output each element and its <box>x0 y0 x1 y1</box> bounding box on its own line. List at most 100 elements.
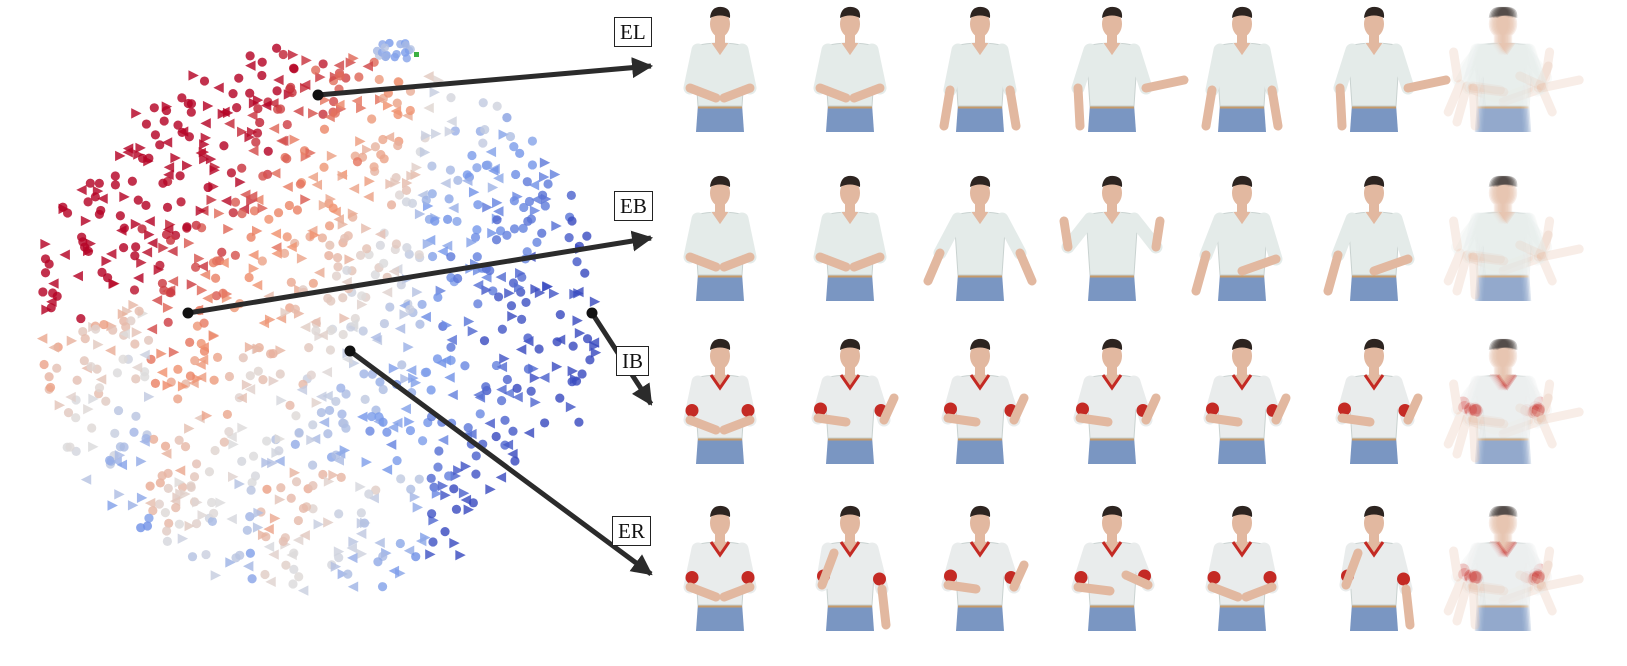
scatter-triangle <box>529 205 541 216</box>
scatter-dot <box>110 180 121 190</box>
scatter-triangle <box>275 345 286 356</box>
scatter-triangle <box>136 492 148 504</box>
scatter-dot <box>564 233 574 243</box>
scatter-triangle <box>280 307 291 318</box>
scatter-triangle <box>163 162 175 173</box>
scatter-dot <box>522 247 532 257</box>
scatter-triangle <box>538 171 550 183</box>
scatter-dot <box>334 553 344 563</box>
scatter-dot <box>253 366 263 376</box>
scatter-triangle <box>453 465 464 476</box>
scatter-triangle <box>238 203 250 215</box>
scatter-triangle <box>300 79 311 91</box>
scatter-triangle <box>128 299 139 311</box>
scatter-dot <box>222 409 232 420</box>
scatter-dot <box>224 426 234 437</box>
scatter-triangle <box>136 456 147 467</box>
scatter-dot <box>452 216 462 227</box>
pose-el-2 <box>813 6 887 132</box>
scatter-dot <box>191 519 202 529</box>
scatter-dot <box>506 301 517 311</box>
scatter-dot <box>392 49 401 59</box>
scatter-triangle <box>357 411 368 423</box>
scatter-triangle <box>218 257 229 268</box>
scatter-dot <box>44 372 54 382</box>
scatter-dot <box>186 107 196 117</box>
scatter-dot <box>356 508 366 518</box>
scatter-dot <box>396 280 406 290</box>
scatter-dot <box>163 317 173 327</box>
scatter-dot <box>90 192 100 202</box>
scatter-dot <box>108 325 118 335</box>
scatter-dot <box>381 52 390 61</box>
scatter-triangle <box>156 367 168 378</box>
scatter-dot <box>177 93 187 103</box>
scatter-triangle <box>268 123 280 134</box>
scatter-dot <box>378 134 388 145</box>
scatter-triangle <box>263 541 275 552</box>
pose-er-7 <box>1443 505 1584 631</box>
scatter-triangle <box>131 362 143 373</box>
scatter-dot <box>373 557 383 567</box>
scatter-triangle <box>333 455 345 466</box>
scatter-dot <box>140 372 150 382</box>
pose-eb-6 <box>1323 175 1415 301</box>
scatter-triangle <box>323 517 334 528</box>
scatter-triangle <box>468 187 480 198</box>
scatter-triangle <box>252 522 264 533</box>
scatter-triangle <box>449 537 460 549</box>
scatter-dot <box>282 232 292 242</box>
scatter-dot <box>183 98 193 109</box>
scatter-dot <box>470 232 481 243</box>
scatter-triangle <box>460 461 472 472</box>
scatter-dot <box>355 250 366 260</box>
scatter-dot <box>434 446 444 456</box>
scatter-triangle <box>572 315 583 326</box>
scatter-dot <box>149 103 159 113</box>
scatter-triangle <box>534 287 546 299</box>
scatter-dot <box>543 179 553 189</box>
scatter-dot <box>325 345 336 355</box>
scatter-triangle <box>225 557 236 568</box>
scatter-dot <box>155 140 165 150</box>
scatter-dot <box>271 43 282 53</box>
scatter-triangle <box>487 182 499 193</box>
scatter-triangle <box>209 165 220 176</box>
scatter-dot <box>182 222 192 232</box>
scatter-triangle <box>46 296 57 307</box>
scatter-triangle <box>197 510 208 521</box>
scatter-triangle <box>248 145 259 156</box>
scatter-dot <box>105 455 115 465</box>
scatter-triangle <box>515 267 526 279</box>
scatter-triangle <box>292 534 304 546</box>
scatter-triangle <box>131 327 143 338</box>
scatter-triangle <box>330 561 342 572</box>
scatter-dot <box>257 70 267 81</box>
scatter-dot <box>401 40 410 50</box>
scatter-dot <box>378 384 388 395</box>
scatter-dot <box>284 200 294 211</box>
scatter-dot <box>432 354 443 364</box>
scatter-triangle <box>333 60 345 71</box>
scatter-dot <box>294 427 304 438</box>
scatter-dot <box>278 49 288 60</box>
scatter-triangle <box>88 441 99 452</box>
scatter-triangle <box>466 237 477 248</box>
scatter-dot <box>245 88 255 98</box>
scatter-triangle <box>161 448 172 459</box>
scatter-dot <box>324 250 334 261</box>
scatter-dot <box>143 335 154 345</box>
scatter-triangle <box>243 561 254 572</box>
pose-eb-5 <box>1191 175 1283 301</box>
scatter-dot <box>166 288 176 298</box>
scatter-triangle <box>309 433 321 445</box>
scatter-triangle <box>472 280 484 291</box>
scatter-dot <box>110 171 120 181</box>
scatter-dot <box>115 211 125 221</box>
scatter-triangle <box>345 57 357 68</box>
scatter-dot <box>45 382 56 393</box>
scatter-triangle <box>370 332 381 343</box>
scatter-triangle <box>208 330 220 342</box>
scatter-dot <box>174 435 184 445</box>
